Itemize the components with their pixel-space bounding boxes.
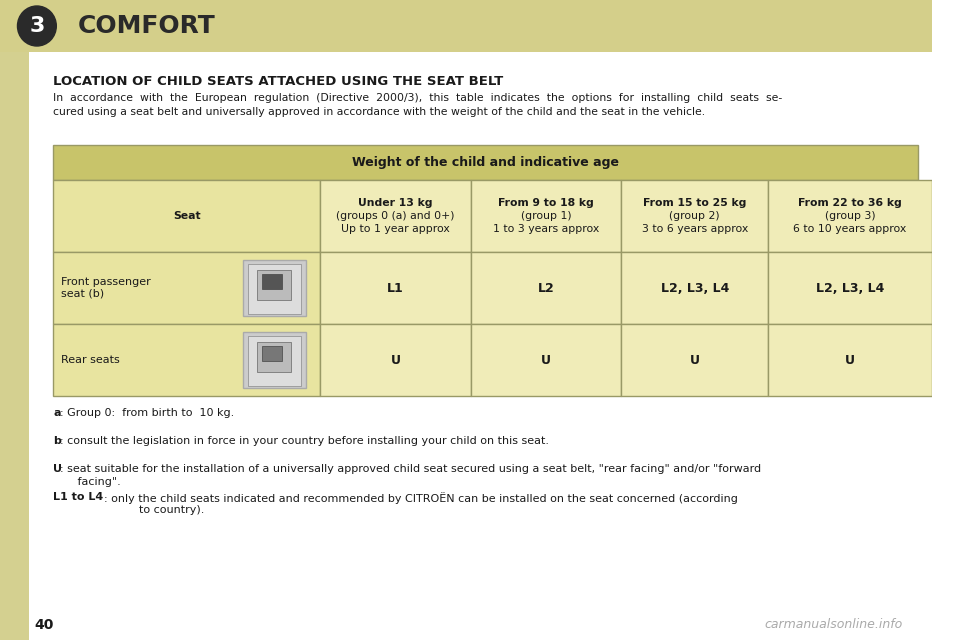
Text: 3: 3: [29, 16, 44, 36]
Circle shape: [17, 6, 57, 46]
Text: carmanualsonline.info: carmanualsonline.info: [765, 618, 903, 632]
Text: In  accordance  with  the  European  regulation  (Directive  2000/3),  this  tab: In accordance with the European regulati…: [54, 93, 782, 103]
FancyBboxPatch shape: [54, 324, 321, 396]
FancyBboxPatch shape: [248, 264, 301, 314]
Text: LOCATION OF CHILD SEATS ATTACHED USING THE SEAT BELT: LOCATION OF CHILD SEATS ATTACHED USING T…: [54, 75, 504, 88]
FancyBboxPatch shape: [621, 252, 768, 324]
Text: L2, L3, L4: L2, L3, L4: [660, 282, 729, 294]
FancyBboxPatch shape: [471, 252, 621, 324]
Text: L1 to L4: L1 to L4: [54, 492, 104, 502]
FancyBboxPatch shape: [262, 274, 281, 289]
Text: L1: L1: [387, 282, 404, 294]
Text: Under 13 kg: Under 13 kg: [358, 198, 433, 208]
Text: U: U: [689, 353, 700, 367]
FancyBboxPatch shape: [0, 0, 29, 640]
Text: L2, L3, L4: L2, L3, L4: [816, 282, 884, 294]
Text: Rear seats: Rear seats: [61, 355, 120, 365]
Text: Up to 1 year approx: Up to 1 year approx: [342, 224, 450, 234]
FancyBboxPatch shape: [262, 346, 281, 361]
Text: (group 2): (group 2): [669, 211, 720, 221]
Text: 6 to 10 years approx: 6 to 10 years approx: [794, 224, 906, 234]
FancyBboxPatch shape: [257, 270, 291, 300]
Text: U: U: [541, 353, 551, 367]
Text: 40: 40: [34, 618, 54, 632]
Text: U: U: [54, 464, 62, 474]
Text: a: a: [54, 408, 60, 418]
Text: Seat: Seat: [173, 211, 201, 221]
Text: From 22 to 36 kg: From 22 to 36 kg: [798, 198, 902, 208]
Text: From 9 to 18 kg: From 9 to 18 kg: [498, 198, 594, 208]
FancyBboxPatch shape: [768, 252, 932, 324]
Text: facing".: facing".: [60, 477, 120, 487]
FancyBboxPatch shape: [243, 260, 306, 316]
Text: cured using a seat belt and universally approved in accordance with the weight o: cured using a seat belt and universally …: [54, 107, 706, 117]
Text: to country).: to country).: [104, 505, 204, 515]
Text: U: U: [391, 353, 400, 367]
FancyBboxPatch shape: [0, 0, 932, 52]
Text: : consult the legislation in force in your country before installing your child : : consult the legislation in force in yo…: [60, 436, 549, 446]
Text: : seat suitable for the installation of a universally approved child seat secure: : seat suitable for the installation of …: [60, 464, 761, 474]
Text: Weight of the child and indicative age: Weight of the child and indicative age: [352, 156, 619, 169]
FancyBboxPatch shape: [321, 252, 471, 324]
Text: (group 1): (group 1): [521, 211, 571, 221]
FancyBboxPatch shape: [54, 252, 321, 324]
FancyBboxPatch shape: [257, 342, 291, 372]
Text: (group 3): (group 3): [825, 211, 876, 221]
FancyBboxPatch shape: [54, 145, 918, 180]
Text: : Group 0:  from birth to  10 kg.: : Group 0: from birth to 10 kg.: [60, 408, 234, 418]
FancyBboxPatch shape: [321, 324, 471, 396]
FancyBboxPatch shape: [621, 180, 768, 252]
Text: 3 to 6 years approx: 3 to 6 years approx: [641, 224, 748, 234]
Text: b: b: [54, 436, 61, 446]
FancyBboxPatch shape: [248, 336, 301, 386]
FancyBboxPatch shape: [471, 324, 621, 396]
Text: From 15 to 25 kg: From 15 to 25 kg: [643, 198, 747, 208]
FancyBboxPatch shape: [471, 180, 621, 252]
Text: : only the child seats indicated and recommended by CITROËN can be installed on : : only the child seats indicated and rec…: [104, 492, 738, 504]
Text: L2: L2: [538, 282, 555, 294]
Text: 1 to 3 years approx: 1 to 3 years approx: [493, 224, 599, 234]
FancyBboxPatch shape: [621, 324, 768, 396]
FancyBboxPatch shape: [243, 332, 306, 388]
Text: COMFORT: COMFORT: [78, 14, 215, 38]
FancyBboxPatch shape: [54, 180, 321, 252]
Text: (groups 0 (a) and 0+): (groups 0 (a) and 0+): [336, 211, 455, 221]
FancyBboxPatch shape: [768, 180, 932, 252]
Text: Front passenger
seat (b): Front passenger seat (b): [61, 277, 151, 299]
FancyBboxPatch shape: [321, 180, 471, 252]
FancyBboxPatch shape: [768, 324, 932, 396]
Text: U: U: [845, 353, 855, 367]
